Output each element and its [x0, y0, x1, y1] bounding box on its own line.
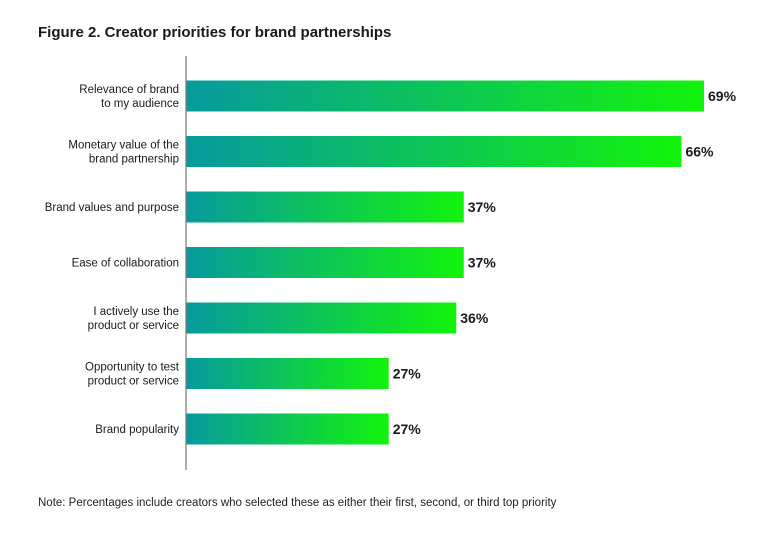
chart-note: Note: Percentages include creators who s… — [38, 497, 557, 509]
value-label-1: 66% — [685, 144, 714, 160]
category-label-0: Relevance of brand to my audience — [79, 84, 179, 110]
bar-2 — [186, 191, 464, 223]
bar-4 — [186, 302, 457, 334]
category-label-6: Brand popularity — [95, 424, 179, 436]
category-label-1: Monetary value of the brand partnership — [68, 140, 179, 166]
value-label-4: 36% — [460, 310, 489, 326]
bar-1 — [186, 136, 682, 167]
value-label-6: 27% — [393, 421, 422, 437]
category-label-3: Ease of collaboration — [72, 258, 179, 270]
category-label-4: I actively use the product or service — [88, 306, 179, 332]
category-label-2: Brand values and purpose — [45, 202, 179, 214]
bar-5 — [186, 358, 389, 389]
category-label-5: Opportunity to test product or service — [85, 362, 180, 388]
value-label-3: 37% — [468, 255, 497, 271]
chart-title: Figure 2. Creator priorities for brand p… — [38, 24, 392, 41]
bar-6 — [186, 413, 389, 445]
bar-0 — [186, 80, 704, 112]
value-label-2: 37% — [468, 199, 497, 215]
bar-3 — [186, 247, 464, 278]
value-label-5: 27% — [393, 366, 422, 382]
value-label-0: 69% — [708, 88, 737, 104]
